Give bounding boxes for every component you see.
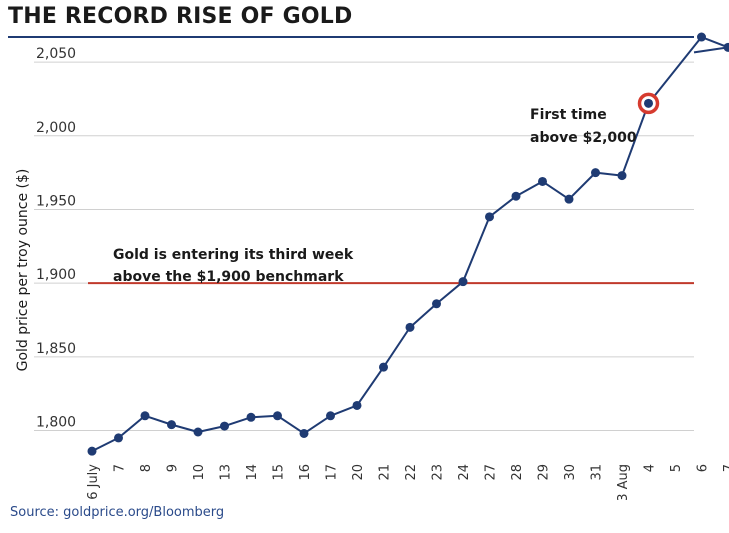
x-tick-label: 21: [378, 464, 393, 481]
x-tick-label: 6 July: [86, 464, 101, 500]
data-point: [220, 421, 229, 431]
x-tick-label: 27: [484, 464, 499, 481]
line-chart: 1,800 1,850 1,900 1,950 2,000 2,050 6 July 7 8 9…: [15, 32, 729, 500]
y-tick-label: 1,800: [36, 415, 76, 431]
x-tick-label: 28: [510, 464, 525, 481]
y-axis-label: Gold price per troy ounce ($): [15, 169, 31, 372]
data-point: [617, 171, 627, 181]
y-tick-label: 2,000: [36, 120, 76, 136]
x-tick-label: 13: [219, 464, 234, 481]
data-point: [723, 42, 729, 52]
highlight-annotation-line1: First time: [530, 107, 607, 123]
y-tick-label: 1,950: [36, 193, 76, 209]
y-tick-label: 2,050: [36, 46, 76, 62]
benchmark-annotation-line1: Gold is entering its third week: [113, 247, 354, 263]
data-point: [405, 322, 415, 332]
data-point: [352, 400, 362, 410]
x-tick-label: 7: [113, 464, 128, 472]
series-line: [91, 36, 729, 453]
x-tick-label: 30: [563, 464, 578, 481]
x-tick-label: 14: [245, 464, 260, 481]
x-tick-label: 24: [457, 464, 472, 481]
x-tick-label: 31: [590, 464, 605, 481]
source-note: Source: goldprice.org/Bloomberg: [10, 505, 225, 520]
x-tick-label: 8: [139, 464, 154, 472]
y-tick-label: 1,850: [36, 341, 76, 357]
data-point: [697, 32, 706, 42]
x-tick-label: 3 Aug: [616, 464, 631, 500]
y-tick-label: 1,900: [36, 267, 76, 283]
data-point: [485, 212, 494, 222]
price-line: [91, 36, 729, 453]
x-tick-label: 16: [298, 464, 313, 481]
chart-title: THE RECORD RISE OF GOLD: [8, 4, 353, 29]
data-point: [167, 420, 176, 430]
x-tick-label: 17: [325, 464, 340, 481]
data-point: [432, 299, 441, 309]
title-rule: [8, 36, 694, 38]
highlight-marker: [637, 92, 660, 115]
data-point: [273, 411, 282, 421]
data-point: [564, 194, 574, 204]
x-tick-label: 10: [192, 464, 207, 481]
data-point: [538, 176, 547, 186]
data-point: [511, 191, 521, 201]
x-tick-label: 7: [722, 464, 729, 472]
x-tick-label: 22: [404, 464, 419, 481]
x-tick-label: 29: [537, 464, 552, 481]
price-line-tail: [693, 46, 729, 54]
x-tick-label: 23: [431, 464, 446, 481]
data-point: [246, 412, 256, 422]
benchmark-annotation-line2: above the $1,900 benchmark: [113, 269, 344, 285]
data-point: [591, 168, 600, 178]
data-point: [379, 362, 388, 372]
highlight-annotation-line2: above $2,000: [530, 130, 637, 146]
data-point: [193, 427, 203, 437]
data-point: [299, 428, 309, 438]
data-point: [140, 411, 150, 421]
x-tick-label: 9: [166, 464, 181, 472]
highlight-point: [644, 98, 653, 108]
data-points: [87, 32, 729, 456]
y-tick-labels: 1,800 1,850 1,900 1,950 2,000 2,050: [36, 46, 76, 430]
x-tick-label: 6: [696, 464, 711, 472]
x-tick-labels: 6 July 7 8 9 10 13 14 15 16 17 20 21 22 23 24 27 28 29 30 3…: [86, 464, 729, 500]
data-point: [114, 433, 123, 443]
data-point: [458, 277, 468, 287]
x-tick-label: 4: [643, 464, 658, 472]
x-tick-label: 20: [351, 464, 366, 481]
x-tick-label: 15: [272, 464, 287, 481]
x-tick-label: 5: [669, 464, 684, 472]
data-point: [326, 411, 335, 421]
data-point: [87, 446, 97, 456]
